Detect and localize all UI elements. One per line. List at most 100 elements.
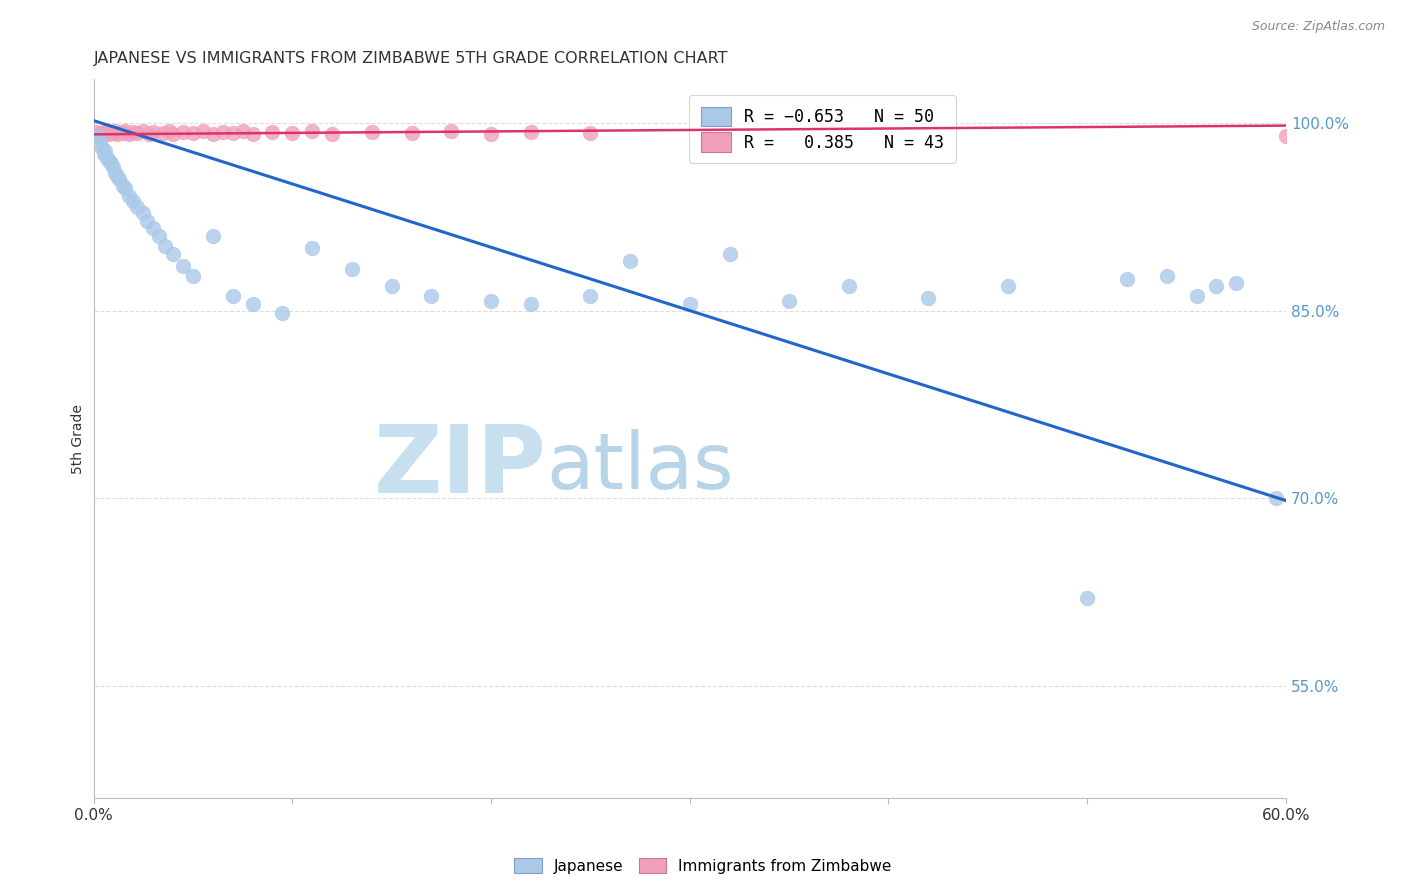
Point xyxy=(838,278,860,293)
Point xyxy=(107,169,129,183)
Point xyxy=(440,123,463,137)
Point xyxy=(104,166,127,180)
Point xyxy=(172,259,194,273)
Point xyxy=(360,125,382,139)
Point xyxy=(221,288,243,302)
Point xyxy=(211,125,233,139)
Point xyxy=(520,125,543,139)
Point xyxy=(148,228,170,243)
Point xyxy=(114,123,136,137)
Point xyxy=(152,126,174,140)
Point xyxy=(917,291,939,305)
Point xyxy=(232,123,254,137)
Point xyxy=(679,297,702,311)
Point xyxy=(381,278,404,293)
Point xyxy=(281,126,304,140)
Point xyxy=(114,181,136,195)
Point xyxy=(479,128,502,142)
Point xyxy=(112,126,135,140)
Point xyxy=(579,126,602,140)
Point xyxy=(84,125,107,139)
Point xyxy=(619,253,641,268)
Point xyxy=(90,128,112,142)
Point xyxy=(162,128,184,142)
Point xyxy=(340,262,363,277)
Point xyxy=(103,160,125,174)
Point xyxy=(997,278,1019,293)
Point xyxy=(301,123,323,137)
Point xyxy=(98,153,121,168)
Point xyxy=(242,297,264,311)
Point xyxy=(1185,288,1208,302)
Point xyxy=(172,125,194,139)
Text: ZIP: ZIP xyxy=(374,421,547,514)
Point xyxy=(520,297,543,311)
Point xyxy=(718,247,741,261)
Point xyxy=(181,126,204,140)
Legend: Japanese, Immigrants from Zimbabwe: Japanese, Immigrants from Zimbabwe xyxy=(508,852,898,880)
Point xyxy=(132,123,155,137)
Point xyxy=(1225,276,1247,290)
Point xyxy=(122,194,145,208)
Legend: R = −0.653   N = 50, R =   0.385   N = 43: R = −0.653 N = 50, R = 0.385 N = 43 xyxy=(689,95,956,163)
Point xyxy=(94,126,117,140)
Point xyxy=(100,125,122,139)
Point xyxy=(103,126,125,140)
Point xyxy=(89,135,111,149)
Point xyxy=(1205,278,1227,293)
Point xyxy=(96,151,118,165)
Point xyxy=(138,128,160,142)
Point xyxy=(94,144,117,158)
Point xyxy=(107,128,129,142)
Point xyxy=(778,293,800,308)
Point xyxy=(122,125,145,139)
Point xyxy=(96,123,118,137)
Point xyxy=(579,288,602,302)
Y-axis label: 5th Grade: 5th Grade xyxy=(72,404,86,474)
Point xyxy=(153,238,176,252)
Point xyxy=(142,221,165,235)
Point xyxy=(132,206,155,220)
Point xyxy=(118,128,141,142)
Point xyxy=(301,241,323,255)
Point xyxy=(90,141,112,155)
Point xyxy=(271,306,294,320)
Point xyxy=(201,128,224,142)
Point xyxy=(108,172,131,186)
Point xyxy=(93,125,115,139)
Point xyxy=(321,128,343,142)
Point xyxy=(1265,491,1288,505)
Point xyxy=(93,147,115,161)
Point xyxy=(104,123,127,137)
Point xyxy=(201,228,224,243)
Point xyxy=(420,288,443,302)
Point xyxy=(157,123,180,137)
Point xyxy=(89,126,111,140)
Point xyxy=(221,126,243,140)
Point xyxy=(1156,268,1178,283)
Point xyxy=(86,128,108,143)
Point xyxy=(479,293,502,308)
Point xyxy=(1076,591,1098,605)
Point xyxy=(1116,272,1139,286)
Text: Source: ZipAtlas.com: Source: ZipAtlas.com xyxy=(1251,20,1385,33)
Point xyxy=(100,156,122,170)
Point xyxy=(118,188,141,202)
Point xyxy=(401,126,423,140)
Point xyxy=(98,128,121,142)
Point xyxy=(112,178,135,193)
Point xyxy=(1275,128,1298,143)
Point xyxy=(136,213,159,227)
Point xyxy=(191,123,214,137)
Point xyxy=(181,268,204,283)
Point xyxy=(262,125,284,139)
Point xyxy=(110,125,132,139)
Point xyxy=(86,128,108,143)
Point xyxy=(127,126,149,140)
Text: atlas: atlas xyxy=(547,429,734,506)
Point xyxy=(242,128,264,142)
Point xyxy=(127,200,149,214)
Text: JAPANESE VS IMMIGRANTS FROM ZIMBABWE 5TH GRADE CORRELATION CHART: JAPANESE VS IMMIGRANTS FROM ZIMBABWE 5TH… xyxy=(94,51,728,66)
Point xyxy=(142,125,165,139)
Point xyxy=(162,247,184,261)
